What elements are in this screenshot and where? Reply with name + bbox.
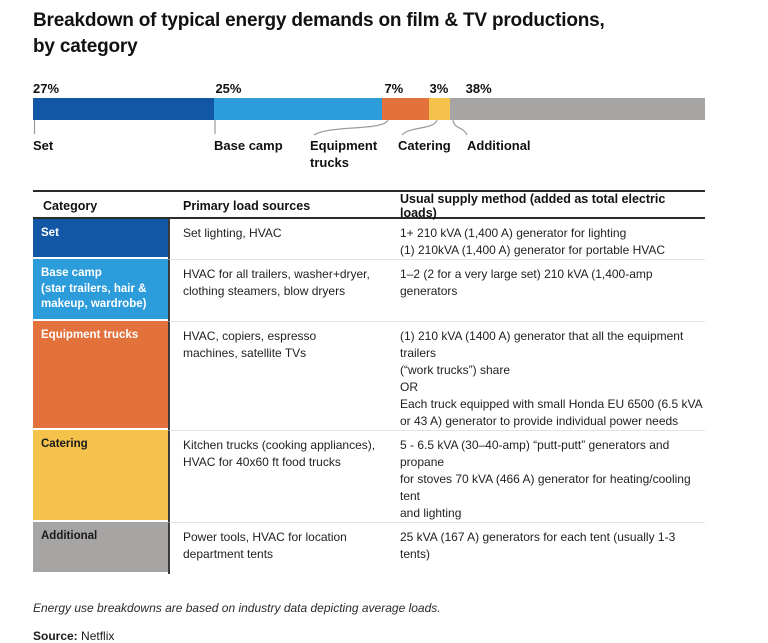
table-header-row: Category Primary load sources Usual supp… xyxy=(33,190,705,221)
load-sources-cell: Kitchen trucks (cooking appliances), HVA… xyxy=(168,430,388,523)
supply-method-cell: 5 - 6.5 kVA (30–40-amp) “putt-putt” gene… xyxy=(388,430,705,522)
bar-segment-additional xyxy=(449,98,705,121)
category-cell-catering: Catering xyxy=(33,430,168,523)
segment-label-set: Set xyxy=(33,138,54,154)
supply-method-cell: (1) 210 kVA (1400 A) generator that all … xyxy=(388,320,705,430)
segment-label-catering: Catering xyxy=(398,138,451,154)
percent-label-additional: 38% xyxy=(465,81,492,97)
bar-segment-catering xyxy=(429,98,450,121)
segment-label-base-camp: Base camp xyxy=(214,138,283,154)
stacked-bar-chart: 27% 25% 7% 3% 38% Set Base camp Equipmen… xyxy=(33,81,705,178)
load-sources-cell: Power tools, HVAC for location departmen… xyxy=(168,522,388,575)
segment-labels: Set Base camp Equipment trucks Catering … xyxy=(33,138,705,178)
bar-segment-base-camp xyxy=(214,98,383,121)
load-sources-cell: HVAC, copiers, espresso machines, satell… xyxy=(168,320,388,431)
table-row: Catering Kitchen trucks (cooking applian… xyxy=(33,430,705,523)
page-title: Breakdown of typical energy demands on f… xyxy=(33,10,605,57)
percent-label-equipment-trucks: 7% xyxy=(384,81,404,97)
table-row: Additional Power tools, HVAC for locatio… xyxy=(33,522,705,575)
footnote: Energy use breakdowns are based on indus… xyxy=(33,601,441,616)
category-cell-equipment-trucks: Equipment trucks xyxy=(33,320,168,431)
segment-label-equipment-trucks: Equipment trucks xyxy=(310,138,378,170)
column-header-load-sources: Primary load sources xyxy=(183,199,311,214)
supply-method-cell: 1–2 (2 for a very large set) 210 kVA (1,… xyxy=(388,259,705,321)
load-sources-cell: HVAC for all trailers, washer+dryer, clo… xyxy=(168,259,388,321)
percent-label-base-camp: 25% xyxy=(215,81,242,97)
segment-label-additional: Additional xyxy=(467,138,531,154)
category-cell-additional: Additional xyxy=(33,522,168,575)
column-header-supply-method: Usual supply method (added as total elec… xyxy=(400,192,666,221)
energy-table: Category Primary load sources Usual supp… xyxy=(33,190,705,575)
percent-label-set: 27% xyxy=(33,81,60,97)
leader-lines xyxy=(33,120,468,136)
column-header-category: Category xyxy=(43,199,98,214)
category-cell-set: Set xyxy=(33,219,168,260)
percent-labels: 27% 25% 7% 3% 38% xyxy=(33,81,705,98)
source-line: Source: Netflix xyxy=(33,629,705,643)
supply-method-cell: 1+ 210 kVA (1,400 A) generator for light… xyxy=(400,226,666,258)
table-row: Equipment trucks HVAC, copiers, espresso… xyxy=(33,320,705,431)
table-row: Set Set lighting, HVAC 1+ 210 kVA (1,400… xyxy=(33,219,705,260)
category-cell-base-camp: Base camp (star trailers, hair & makeup,… xyxy=(33,259,168,321)
table-row: Base camp (star trailers, hair & makeup,… xyxy=(33,259,705,321)
stacked-bar xyxy=(33,98,705,121)
supply-method-cell: 25 kVA (167 A) generators for each tent … xyxy=(388,522,705,574)
source-value: Netflix xyxy=(81,629,115,643)
percent-label-catering: 3% xyxy=(429,81,449,97)
load-sources-cell: Set lighting, HVAC xyxy=(168,219,388,260)
source-label: Source: xyxy=(33,629,78,643)
bar-segment-set xyxy=(33,98,215,121)
bar-segment-equipment-trucks xyxy=(382,98,430,121)
